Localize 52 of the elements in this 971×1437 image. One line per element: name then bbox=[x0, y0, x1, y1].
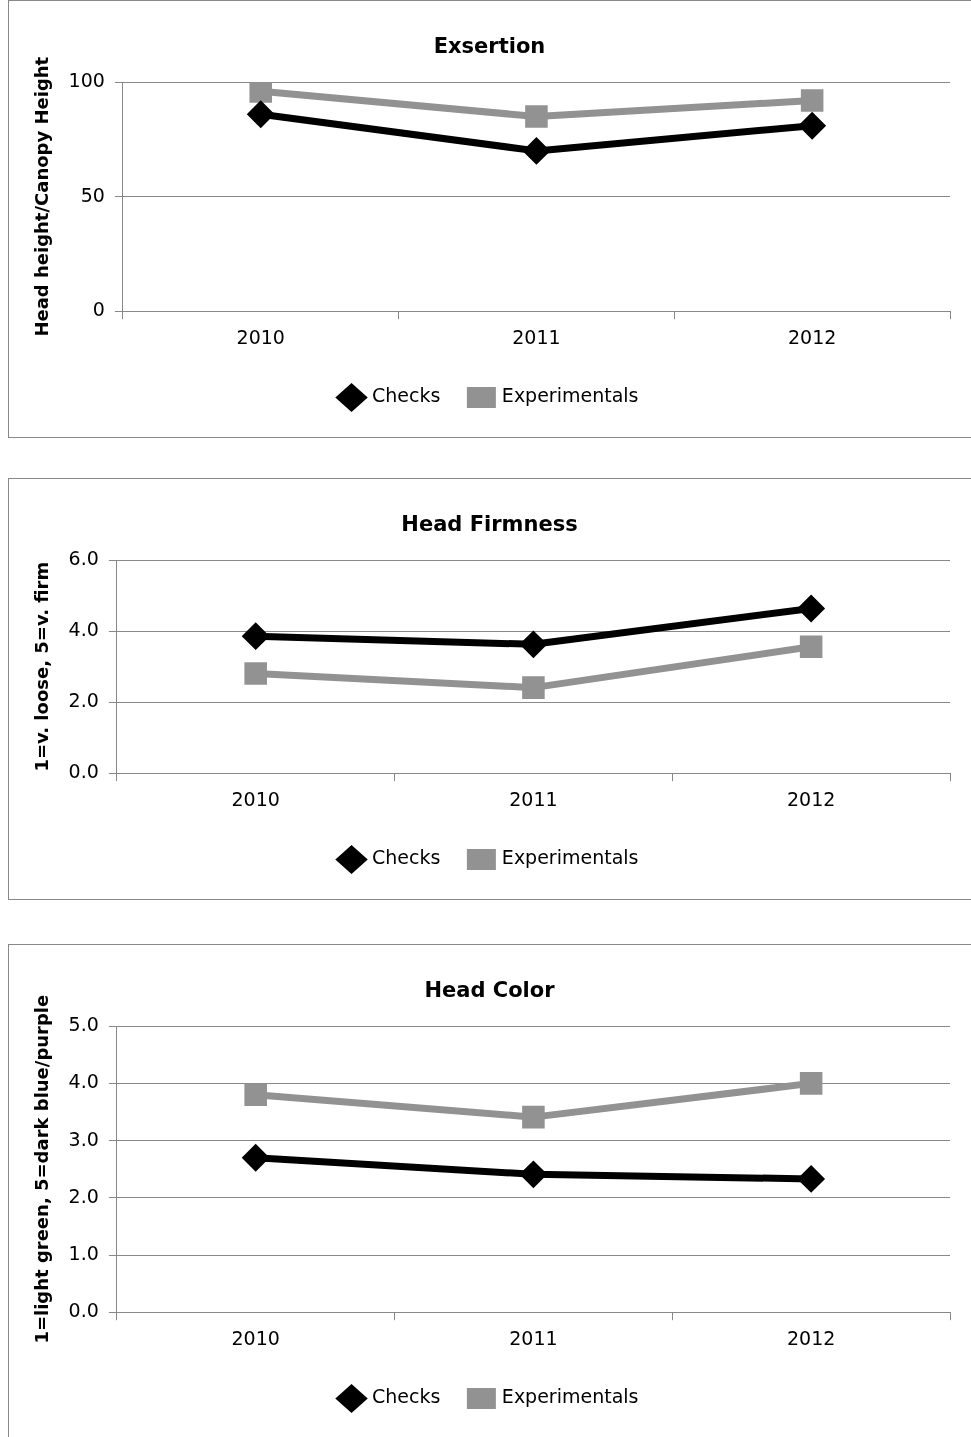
point bbox=[244, 1083, 267, 1107]
point bbox=[243, 623, 269, 649]
y-tick-label: 4.0 bbox=[68, 618, 99, 641]
legend-label: Checks bbox=[372, 846, 441, 869]
legend-label: Checks bbox=[372, 1385, 441, 1408]
y-tick-label: 1.0 bbox=[68, 1241, 99, 1264]
x-tick-label: 2012 bbox=[786, 1326, 836, 1349]
y-tick-label: 6.0 bbox=[68, 547, 99, 570]
chart-title: Head Color bbox=[424, 978, 556, 1003]
legend-label: Checks bbox=[372, 384, 441, 407]
point bbox=[525, 105, 548, 128]
point bbox=[798, 1166, 824, 1192]
y-axis-title: 1=light green, 5=dark blue/purple bbox=[31, 994, 53, 1344]
point bbox=[520, 631, 546, 657]
x-tick-label: 2010 bbox=[231, 787, 280, 810]
y-tick-label: 2.0 bbox=[68, 689, 99, 712]
x-tick-label: 2010 bbox=[236, 325, 285, 348]
legend-label: Experimentals bbox=[501, 1385, 639, 1408]
y-tick-label: 100 bbox=[68, 69, 105, 92]
point bbox=[798, 595, 824, 621]
x-tick-label: 2011 bbox=[509, 1326, 558, 1349]
x-tick-label: 2011 bbox=[509, 787, 558, 810]
point bbox=[244, 662, 267, 685]
x-tick-label: 2012 bbox=[787, 325, 837, 348]
y-tick-label: 5.0 bbox=[68, 1013, 99, 1036]
point bbox=[248, 101, 274, 127]
point bbox=[522, 1105, 545, 1129]
x-tick-label: 2012 bbox=[786, 787, 836, 810]
point bbox=[799, 113, 825, 139]
x-tick-label: 2010 bbox=[231, 1326, 280, 1349]
legend-label: Experimentals bbox=[501, 384, 639, 407]
y-tick-label: 0.0 bbox=[68, 760, 99, 783]
point bbox=[522, 676, 545, 699]
legend-label: Experimentals bbox=[501, 846, 639, 869]
point bbox=[249, 82, 272, 103]
point bbox=[523, 138, 549, 164]
point bbox=[243, 1145, 269, 1171]
chart-title: Exsertion bbox=[433, 34, 546, 59]
y-axis-title: Head height/Canopy Height bbox=[31, 56, 53, 337]
point bbox=[800, 89, 824, 112]
y-axis-title: 1=v. loose, 5=v. firm bbox=[31, 561, 53, 772]
y-tick-label: 50 bbox=[80, 183, 105, 206]
point bbox=[799, 1072, 823, 1095]
x-tick-label: 2011 bbox=[512, 325, 561, 348]
y-tick-label: 0.0 bbox=[68, 1299, 99, 1322]
point bbox=[799, 635, 823, 659]
y-tick-label: 3.0 bbox=[68, 1127, 99, 1150]
point bbox=[520, 1161, 546, 1187]
y-tick-label: 0 bbox=[92, 298, 105, 321]
chart-title: Head Firmness bbox=[401, 512, 578, 537]
y-tick-label: 4.0 bbox=[68, 1070, 99, 1093]
y-tick-label: 2.0 bbox=[68, 1184, 99, 1207]
